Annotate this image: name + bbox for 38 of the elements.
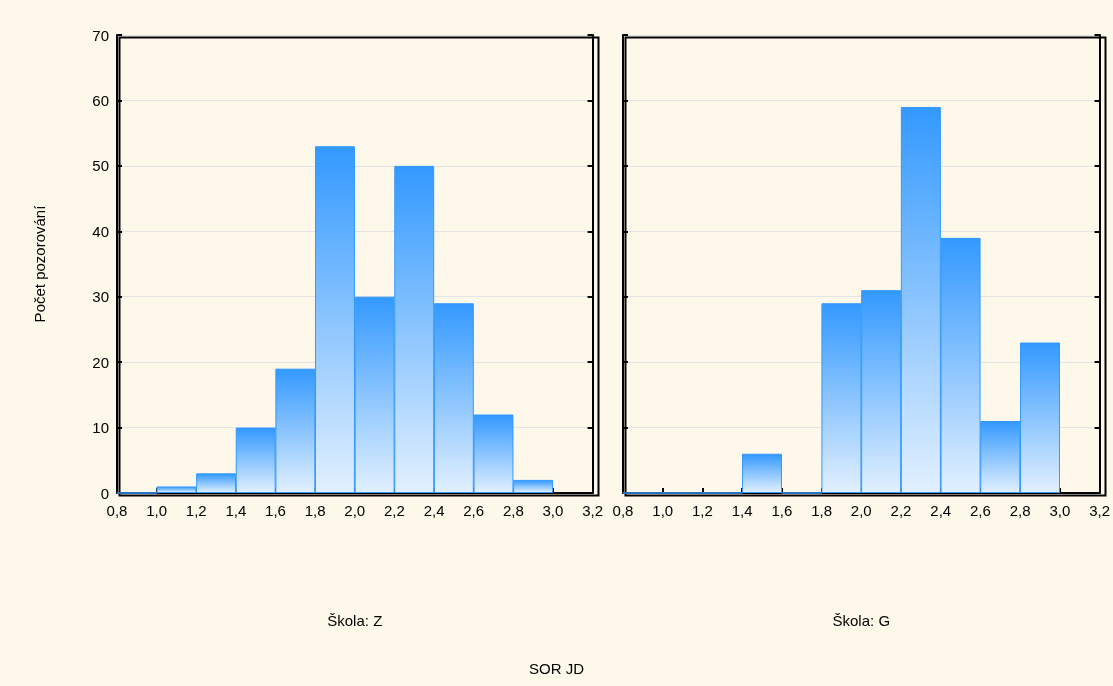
x-tick-label: 1,2 xyxy=(185,502,207,519)
x-tick-label: 2,4 xyxy=(423,502,445,519)
y-tick-label: 50 xyxy=(92,157,109,175)
y-axis-title: Počet pozorování xyxy=(31,204,48,323)
y-tick-label: 20 xyxy=(92,353,109,371)
y-tick-label: 0 xyxy=(100,484,109,502)
x-tick-label: 0,8 xyxy=(612,502,634,519)
y-tick-label: 60 xyxy=(92,91,109,109)
x-tick-label: 1,0 xyxy=(652,502,674,519)
x-tick-label: 3,2 xyxy=(582,502,603,519)
x-tick-label: 3,0 xyxy=(1049,502,1071,519)
x-tick-label: 3,2 xyxy=(1089,502,1110,519)
x-tick-label: 2,4 xyxy=(930,502,952,519)
x-tick-label: 2,2 xyxy=(890,502,912,519)
x-tick-label: 2,6 xyxy=(970,502,991,519)
x-tick-label: 1,6 xyxy=(771,502,793,519)
x-tick-label: 2,6 xyxy=(463,502,485,519)
x-tick-label: 2,8 xyxy=(1009,502,1031,519)
x-tick-label: 1,4 xyxy=(225,502,247,519)
x-tick-label: 1,6 xyxy=(265,502,286,519)
x-axis-title: Škola: G xyxy=(832,612,891,629)
x-tick-label: 1,0 xyxy=(146,502,168,519)
x-tick-label: 2,0 xyxy=(344,502,366,519)
x-tick-label: 0,8 xyxy=(106,502,128,519)
x-tick-label: 2,0 xyxy=(850,502,872,519)
x-tick-label: 1,8 xyxy=(811,502,832,519)
x-tick-label: 1,8 xyxy=(304,502,326,519)
x-tick-label: 1,4 xyxy=(731,502,753,519)
x-tick-label: 3,0 xyxy=(542,502,564,519)
x-tick-label: 1,2 xyxy=(692,502,713,519)
y-tick-label: 30 xyxy=(92,288,109,306)
x-tick-label: 2,2 xyxy=(383,502,405,519)
text: SOR JD xyxy=(528,660,585,677)
y-tick-label: 40 xyxy=(92,222,109,240)
y-tick-label: 10 xyxy=(92,419,109,437)
x-tick-label: 2,8 xyxy=(502,502,524,519)
y-tick-label: 70 xyxy=(92,26,109,44)
x-axis-title: Škola: Z xyxy=(327,612,383,629)
